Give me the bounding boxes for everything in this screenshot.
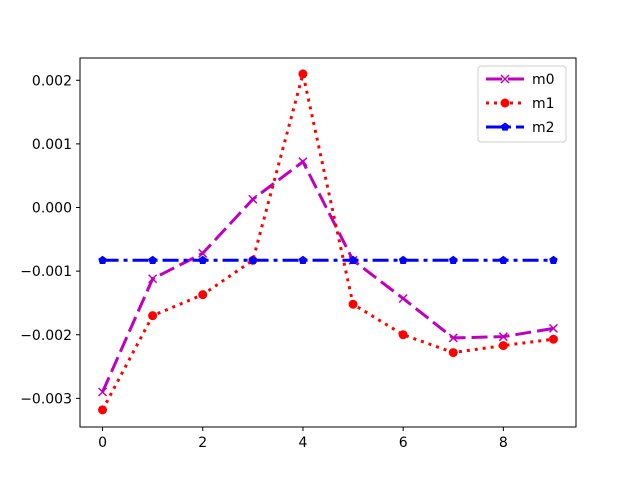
data-point-m1-2 — [198, 290, 208, 300]
data-point-m0-0 — [98, 387, 108, 397]
legend-label-m0: m0 — [532, 72, 555, 88]
x-tick-label: 0 — [98, 435, 107, 451]
y-axis: −0.003 −0.002 −0.001 0.000 0.001 0.002 — [20, 73, 80, 407]
legend-marker-m2 — [500, 122, 510, 131]
y-tick-label: −0.001 — [20, 264, 72, 280]
x-axis: 0 2 4 6 8 — [98, 427, 508, 451]
data-point-m1-8 — [498, 341, 508, 351]
legend-entry-m0: m0 — [486, 72, 555, 88]
data-point-m1-1 — [148, 311, 158, 321]
y-tick-label: −0.002 — [20, 328, 72, 344]
x-tick-label: 2 — [198, 435, 207, 451]
data-point-m1-4 — [298, 69, 308, 79]
legend: m0 m1 m2 — [477, 65, 567, 143]
data-point-m0-1 — [148, 274, 158, 284]
y-tick-label: −0.003 — [20, 391, 72, 407]
data-point-m1-5 — [348, 299, 358, 309]
legend-entry-m1: m1 — [486, 96, 555, 112]
data-point-m0-9 — [548, 323, 558, 333]
x-tick-label: 6 — [399, 435, 408, 451]
series-m2 — [98, 255, 558, 264]
data-point-m2-0 — [98, 255, 107, 264]
y-tick-label: 0.001 — [32, 137, 72, 153]
legend-box — [477, 65, 567, 143]
series-line-m0 — [101, 159, 554, 393]
legend-marker-m1 — [500, 98, 510, 108]
data-point-m0-2 — [198, 248, 208, 258]
data-point-m0-8 — [498, 332, 508, 342]
y-tick-label: 0.002 — [32, 73, 72, 89]
data-point-m1-0 — [98, 405, 108, 415]
data-point-m0-4 — [298, 157, 308, 167]
series-layer — [98, 69, 558, 415]
data-point-m2-5 — [348, 255, 358, 264]
legend-label-m1: m1 — [532, 96, 555, 112]
data-point-m2-9 — [549, 255, 558, 264]
data-point-m2-2 — [198, 255, 208, 264]
plot-frame — [79, 57, 577, 428]
data-point-m2-7 — [448, 255, 458, 264]
legend-entry-m2: m2 — [486, 120, 555, 136]
data-point-m2-3 — [248, 255, 258, 264]
y-tick-label: 0.000 — [32, 201, 72, 217]
legend-label-m2: m2 — [532, 120, 555, 136]
data-point-m0-3 — [248, 194, 258, 204]
data-point-m1-9 — [548, 334, 558, 344]
data-point-m0-6 — [398, 293, 408, 304]
data-point-m1-6 — [398, 330, 408, 340]
legend-marker-m0 — [500, 74, 510, 84]
x-tick-label: 8 — [499, 435, 508, 451]
data-point-m2-8 — [499, 255, 508, 264]
data-point-m1-7 — [448, 348, 458, 358]
data-point-m2-6 — [398, 255, 408, 264]
x-tick-label: 4 — [298, 435, 307, 451]
data-point-m2-4 — [298, 255, 308, 264]
data-point-m2-1 — [148, 255, 157, 264]
data-point-m0-7 — [448, 333, 458, 343]
